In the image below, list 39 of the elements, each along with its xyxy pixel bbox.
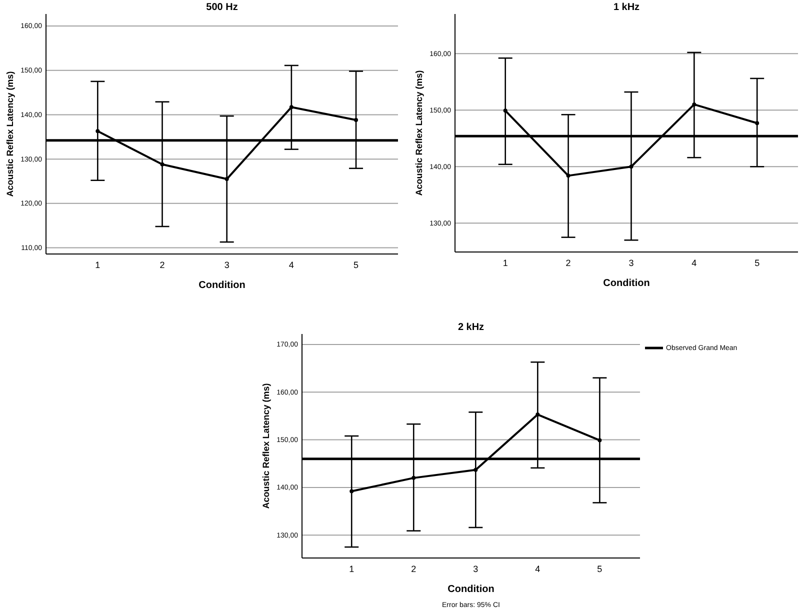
x-tick-label: 1 [349,564,354,574]
x-tick-label: 1 [502,258,508,268]
x-tick-label: 2 [160,260,165,270]
x-tick-label: 3 [224,260,230,270]
x-tick-label: 2 [411,564,416,574]
x-tick-label: 3 [628,258,634,268]
x-tick-label: 4 [535,564,540,574]
x-axis-title: Condition [448,584,494,595]
point [598,438,602,442]
x-axis-title: Condition [198,280,246,291]
point [160,162,164,166]
chart-title: 500 Hz [206,2,238,13]
y-axis-title: Acoustic Reflex Latency (ms) [5,71,15,197]
point [692,102,696,106]
x-axis-title: Condition [603,278,650,289]
point [96,129,100,134]
point [629,164,634,169]
point [566,174,570,178]
point [503,108,508,113]
point [474,468,478,472]
x-tick-label: 4 [288,260,294,270]
y-axis-title: Acoustic Reflex Latency (ms) [261,383,271,509]
point [755,121,760,126]
point [350,489,354,494]
point [289,105,294,110]
point [536,412,540,417]
x-tick-label: 5 [597,564,602,574]
x-tick-label: 2 [566,258,571,268]
point [412,476,416,480]
point [354,118,358,122]
x-tick-label: 5 [754,258,760,268]
y-axis-title: Acoustic Reflex Latency (ms) [414,70,424,196]
chart-title: 1 kHz [613,2,640,13]
point [224,177,229,182]
x-tick-label: 3 [473,564,478,574]
x-tick-label: 5 [354,260,359,270]
chart-title: 2 kHz [458,322,484,333]
x-tick-label: 4 [692,258,697,268]
x-tick-label: 1 [95,260,100,270]
